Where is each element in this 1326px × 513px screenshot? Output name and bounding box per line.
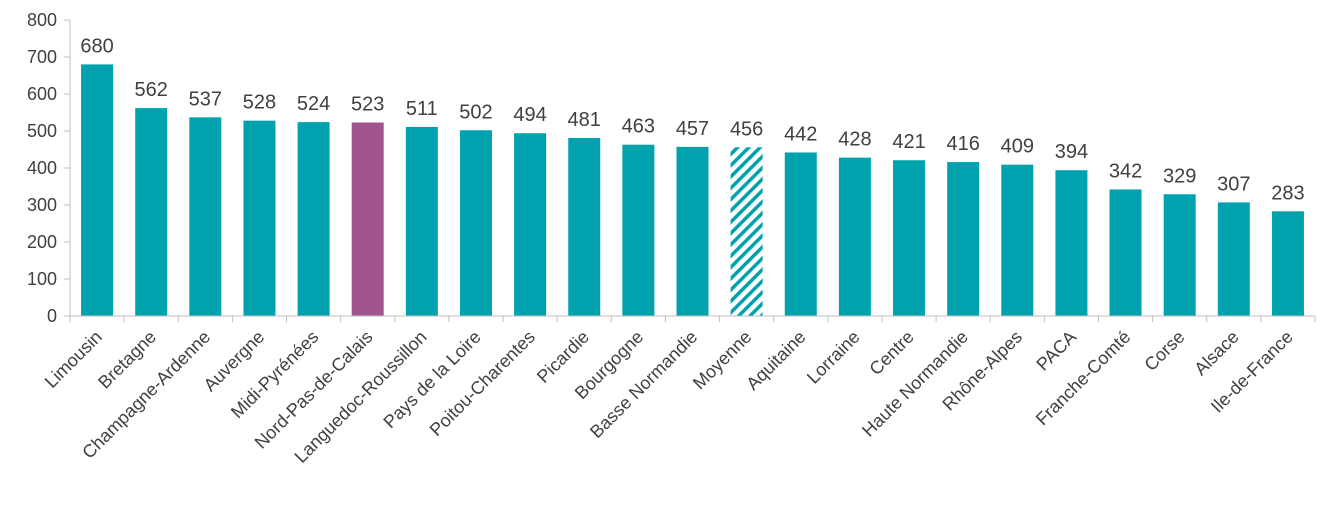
data-label: 523 <box>351 93 384 115</box>
data-label: 456 <box>730 118 763 140</box>
y-tick-label: 300 <box>27 195 57 215</box>
data-label: 463 <box>622 116 655 138</box>
data-label: 428 <box>838 129 871 151</box>
bar <box>81 64 114 317</box>
bar <box>135 108 168 316</box>
y-tick-label: 500 <box>27 121 57 141</box>
bar <box>893 160 926 316</box>
data-label: 457 <box>676 118 709 140</box>
data-label: 329 <box>1163 165 1196 187</box>
y-tick-label: 0 <box>47 306 57 326</box>
bar <box>514 133 547 316</box>
bar <box>784 152 817 316</box>
bar <box>405 126 438 317</box>
data-label: 511 <box>406 98 438 120</box>
data-label: 394 <box>1055 141 1088 163</box>
data-label: 680 <box>80 35 113 57</box>
bar <box>568 138 601 316</box>
data-label: 502 <box>459 101 492 123</box>
bar <box>351 122 384 317</box>
x-tick-label: Centre <box>866 327 918 379</box>
bar <box>838 157 871 316</box>
bar <box>622 144 655 316</box>
data-label: 481 <box>568 109 601 131</box>
data-label: 421 <box>892 131 925 153</box>
bar <box>1055 170 1088 316</box>
data-label: 416 <box>946 133 979 155</box>
x-tick-label: Poitou-Charentes <box>426 327 539 440</box>
x-tick-label: Lorraine <box>803 327 864 388</box>
x-tick-label: Franche-Comté <box>1032 327 1135 430</box>
data-label: 537 <box>189 88 222 110</box>
y-tick-label: 200 <box>27 232 57 252</box>
bar <box>947 162 980 316</box>
data-label: 524 <box>297 93 330 115</box>
data-label: 494 <box>513 104 546 126</box>
bar <box>1109 189 1142 316</box>
data-label: 283 <box>1271 182 1304 204</box>
data-label: 562 <box>135 79 168 101</box>
bars <box>81 64 1304 317</box>
data-label: 409 <box>1001 136 1034 158</box>
bar <box>1217 202 1250 316</box>
bar <box>1271 211 1304 316</box>
y-tick-label: 100 <box>27 269 57 289</box>
x-tick-label: Limousin <box>41 327 106 392</box>
x-tick-label: Alsace <box>1190 327 1242 379</box>
bar <box>730 147 763 316</box>
bar <box>459 130 492 316</box>
y-tick-label: 800 <box>27 10 57 30</box>
data-label: 342 <box>1109 160 1142 182</box>
y-tick-label: 700 <box>27 47 57 67</box>
y-tick-label: 400 <box>27 158 57 178</box>
y-tick-label: 600 <box>27 84 57 104</box>
x-tick-label: PACA <box>1032 327 1080 375</box>
data-label: 442 <box>784 123 817 145</box>
data-label: 528 <box>243 92 276 114</box>
x-tick-label: Aquitaine <box>742 327 809 394</box>
bar <box>1001 164 1034 316</box>
value-labels: 680 562 537 528 524 523 511 502 494 481 463 457 456 4… <box>80 35 1304 204</box>
bar <box>243 120 276 316</box>
bar <box>189 117 222 316</box>
data-label: 307 <box>1217 173 1250 195</box>
bar <box>297 122 330 317</box>
y-axis: 0 100 200 300 400 500 600 700 800 <box>27 10 71 326</box>
x-axis: LimousinBretagneChampagne-ArdenneAuvergn… <box>41 315 1316 467</box>
bar <box>1163 194 1196 316</box>
bar <box>676 146 709 316</box>
x-tick-label: Corse <box>1140 327 1188 375</box>
x-tick-label: Pays de la Loire <box>379 327 484 432</box>
